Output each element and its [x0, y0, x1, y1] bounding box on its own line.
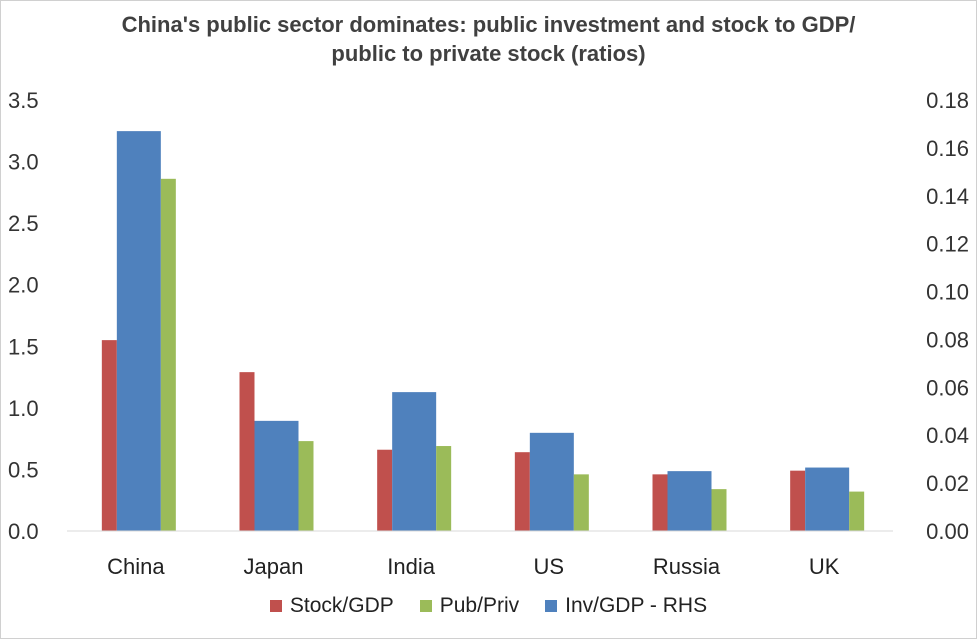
chart-title-line-2: public to private stock (ratios) — [331, 41, 646, 66]
legend-item-pub-priv: Pub/Priv — [419, 594, 520, 618]
legend: Stock/GDP Pub/Priv Inv/GDP - RHS — [0, 594, 977, 618]
bar-india-stock-gdp — [377, 449, 393, 531]
left-tick-label: 0.0 — [8, 519, 39, 544]
category-label-us: US — [534, 554, 565, 579]
category-label-china: China — [107, 554, 165, 579]
bar-uk-stock-gdp — [790, 470, 806, 531]
bar-russia-pub-priv — [711, 489, 727, 531]
right-tick-label: 0.18 — [926, 88, 969, 113]
bar-india-inv-gdp-rhs — [392, 392, 437, 531]
category-label-japan: Japan — [244, 554, 304, 579]
left-tick-label: 3.0 — [8, 150, 39, 175]
category-label-russia: Russia — [653, 554, 721, 579]
right-tick-label: 0.04 — [926, 423, 969, 448]
right-tick-label: 0.00 — [926, 519, 969, 544]
right-tick-label: 0.10 — [926, 280, 969, 305]
legend-item-stock-gdp: Stock/GDP — [269, 594, 394, 618]
category-label-india: India — [387, 554, 435, 579]
left-tick-label: 1.0 — [8, 396, 39, 421]
bar-us-stock-gdp — [514, 452, 530, 531]
bar-japan-stock-gdp — [239, 372, 255, 531]
bar-uk-inv-gdp-rhs — [805, 467, 850, 531]
bar-china-pub-priv — [160, 178, 176, 531]
bar-us-pub-priv — [573, 474, 589, 531]
left-tick-label: 1.5 — [8, 334, 39, 359]
bar-china-stock-gdp — [101, 340, 117, 531]
legend-label-stock-gdp: Stock/GDP — [289, 594, 394, 617]
legend-label-pub-priv: Pub/Priv — [439, 594, 520, 617]
bar-japan-pub-priv — [298, 441, 314, 531]
bar-india-pub-priv — [436, 446, 452, 531]
right-tick-label: 0.06 — [926, 375, 969, 400]
right-axis-ticks: 0.00 0.02 0.04 0.06 0.08 0.10 0.12 0.14 0.16 0.18 — [926, 88, 969, 544]
chart-title: China's public sector dominates: public … — [0, 10, 977, 68]
left-tick-label: 2.0 — [8, 273, 39, 298]
bars-group — [101, 131, 865, 531]
chart-title-line-1: China's public sector dominates: public … — [121, 12, 856, 37]
left-axis-ticks: 0.0 0.5 1.0 1.5 2.0 2.5 3.0 3.5 — [8, 88, 39, 544]
category-labels: China Japan India US Russia UK — [107, 554, 840, 579]
bar-russia-stock-gdp — [652, 474, 668, 531]
left-tick-label: 0.5 — [8, 457, 39, 482]
legend-label-inv-gdp: Inv/GDP - RHS — [565, 594, 708, 617]
bar-uk-pub-priv — [849, 491, 865, 531]
bar-china-inv-gdp-rhs — [116, 131, 161, 531]
left-tick-label: 3.5 — [8, 88, 39, 113]
legend-swatch-inv-gdp — [545, 600, 558, 612]
left-tick-label: 2.5 — [8, 211, 39, 236]
right-tick-label: 0.08 — [926, 327, 969, 352]
right-tick-label: 0.14 — [926, 184, 969, 209]
category-label-uk: UK — [809, 554, 840, 579]
right-tick-label: 0.12 — [926, 232, 969, 257]
legend-swatch-stock-gdp — [269, 600, 282, 612]
legend-item-inv-gdp: Inv/GDP - RHS — [545, 594, 707, 618]
right-tick-label: 0.16 — [926, 136, 969, 161]
legend-swatch-pub-priv — [419, 600, 432, 612]
bar-japan-inv-gdp-rhs — [254, 420, 299, 531]
bar-russia-inv-gdp-rhs — [667, 471, 712, 531]
bar-us-inv-gdp-rhs — [529, 432, 574, 531]
right-tick-label: 0.02 — [926, 471, 969, 496]
